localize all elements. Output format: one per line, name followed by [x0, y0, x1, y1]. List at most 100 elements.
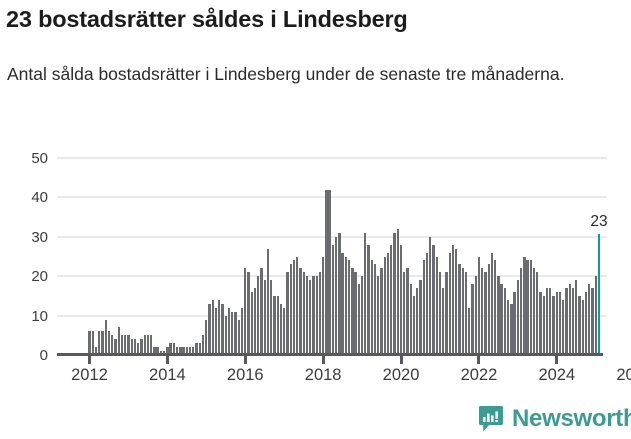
- bar: [208, 303, 211, 355]
- x-axis-tick-mark: [243, 356, 247, 364]
- bar: [150, 335, 153, 355]
- bar: [357, 284, 360, 355]
- bar: [419, 280, 422, 355]
- bar: [205, 319, 208, 355]
- bar: [399, 244, 403, 355]
- bar: [117, 327, 120, 355]
- bar: [195, 343, 198, 355]
- gridline: [57, 235, 607, 238]
- bar: [201, 335, 205, 355]
- bar: [289, 264, 292, 355]
- bar: [250, 291, 253, 355]
- y-axis-tick-label: 50: [31, 150, 48, 167]
- bar: [581, 299, 584, 355]
- bar: [393, 232, 396, 355]
- bar: [156, 347, 159, 355]
- chart-subtitle: Antal sålda bostadsrätter i Lindesberg u…: [7, 64, 565, 84]
- bar: [188, 347, 192, 355]
- bar: [354, 272, 357, 355]
- bar: [331, 244, 335, 355]
- plot-area: [57, 157, 607, 355]
- bar: [503, 288, 507, 355]
- x-axis-tick-mark: [399, 356, 403, 364]
- bar: [584, 291, 588, 355]
- bar: [107, 331, 111, 355]
- bar-chart-speech-bubble-icon: [478, 405, 504, 433]
- bar: [114, 339, 117, 355]
- bar: [309, 280, 312, 355]
- newsworthy-logo: Newsworthy: [478, 404, 631, 434]
- x-axis-line: [57, 353, 603, 356]
- bar: [218, 299, 221, 355]
- x-axis-tick-label: 2026: [616, 366, 631, 384]
- bar: [562, 299, 565, 355]
- bar: [425, 252, 429, 355]
- bar: [552, 295, 555, 355]
- bar: [513, 291, 516, 355]
- bar: [432, 244, 435, 355]
- x-axis-tick-mark: [87, 356, 91, 364]
- bar: [198, 343, 201, 355]
- x-axis-tick-label: 2024: [538, 366, 576, 384]
- bar: [588, 284, 591, 355]
- bar: [386, 252, 390, 355]
- y-axis-tick-label: 30: [31, 228, 48, 246]
- bar: [464, 272, 468, 355]
- bar: [471, 284, 474, 355]
- bar: [445, 272, 448, 355]
- bar: [500, 284, 503, 355]
- bar: [377, 276, 380, 355]
- bar: [438, 272, 442, 355]
- bar: [591, 288, 594, 355]
- bar: [124, 335, 127, 355]
- bar: [571, 288, 575, 355]
- bar: [347, 260, 351, 355]
- bar: [146, 335, 150, 355]
- bar: [244, 268, 247, 355]
- y-axis-tick-label: 20: [31, 268, 48, 286]
- gridline: [57, 196, 607, 199]
- bar: [510, 303, 513, 355]
- y-axis-tick-label: 10: [31, 307, 48, 325]
- bar: [153, 347, 156, 355]
- bar: [360, 276, 364, 355]
- bar: [435, 256, 438, 355]
- bar: [322, 256, 325, 355]
- bar-highlighted: [597, 234, 601, 355]
- bar: [104, 319, 107, 355]
- bar: [494, 260, 497, 355]
- x-axis-tick-mark: [165, 356, 169, 364]
- bar: [305, 276, 309, 355]
- bar: [532, 268, 536, 355]
- bar: [367, 244, 370, 355]
- bar: [286, 272, 289, 355]
- bar: [448, 252, 451, 355]
- bar: [575, 280, 578, 355]
- bar: [98, 331, 101, 355]
- bar: [120, 335, 124, 355]
- bar: [237, 319, 240, 355]
- bar: [565, 288, 568, 355]
- x-axis-tick-mark: [321, 356, 325, 364]
- bar: [166, 347, 169, 355]
- y-axis-tick-label: 0: [39, 347, 48, 364]
- bar: [169, 343, 172, 355]
- bar: [519, 268, 523, 355]
- bar: [299, 268, 302, 355]
- x-axis-tick-label: 2016: [226, 366, 264, 384]
- bar: [383, 256, 386, 355]
- bar: [273, 295, 276, 355]
- bar: [315, 276, 318, 355]
- x-axis-tick-mark: [477, 356, 481, 364]
- bar: [140, 339, 143, 355]
- bar: [214, 307, 218, 355]
- bar: [344, 256, 347, 355]
- bar: [328, 189, 331, 355]
- bar: [334, 236, 338, 355]
- x-axis-tick-label: 2020: [382, 366, 420, 384]
- bar: [558, 291, 562, 355]
- bar: [364, 232, 367, 355]
- bar: [227, 307, 231, 355]
- bar: [296, 256, 299, 355]
- bar: [133, 339, 137, 355]
